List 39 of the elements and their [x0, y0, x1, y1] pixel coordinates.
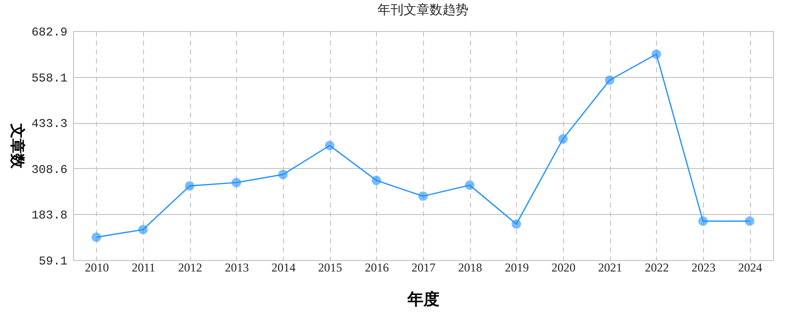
y-axis-title: 文章数 [8, 122, 26, 170]
y-tick-label: 558.1 [31, 71, 68, 86]
x-tick-label: 2022 [644, 260, 669, 274]
point [418, 191, 428, 201]
point [652, 49, 662, 59]
point [92, 232, 102, 242]
x-tick-label: 2015 [318, 260, 342, 274]
x-tick-label: 2017 [412, 260, 436, 274]
point [558, 134, 568, 144]
x-tick-label: 2016 [364, 260, 389, 274]
x-axis-title: 年度 [406, 290, 440, 308]
y-tick-label: 183.8 [31, 208, 68, 223]
point [604, 75, 614, 85]
x-tick-label: 2010 [84, 260, 109, 274]
x-tick-label: 2014 [272, 260, 296, 274]
point [184, 181, 194, 191]
point [744, 216, 754, 226]
point [324, 140, 334, 150]
point [512, 219, 522, 229]
x-tick-label: 2021 [598, 260, 622, 274]
point [278, 170, 288, 180]
y-tick-label: 308.6 [31, 162, 68, 177]
x-tick-label: 2020 [552, 260, 576, 274]
y-tick-label: 682.9 [31, 26, 68, 40]
point [372, 176, 382, 186]
x-tick-label: 2012 [178, 260, 202, 274]
x-tick-label: 2011 [132, 260, 156, 274]
x-tick-label: 2023 [692, 260, 716, 274]
x-tick-label: 2024 [738, 260, 762, 274]
y-tick-label: 59.1 [38, 254, 68, 268]
x-tick-label: 2013 [224, 260, 249, 274]
point [698, 216, 708, 226]
x-tick-label: 2018 [458, 260, 482, 274]
chart-title: 年刊文章数趋势 [378, 2, 468, 17]
y-tick-label: 433.3 [31, 117, 68, 132]
point [464, 180, 474, 190]
x-tick-label: 2019 [504, 260, 529, 274]
point [232, 178, 242, 188]
point [138, 224, 148, 234]
